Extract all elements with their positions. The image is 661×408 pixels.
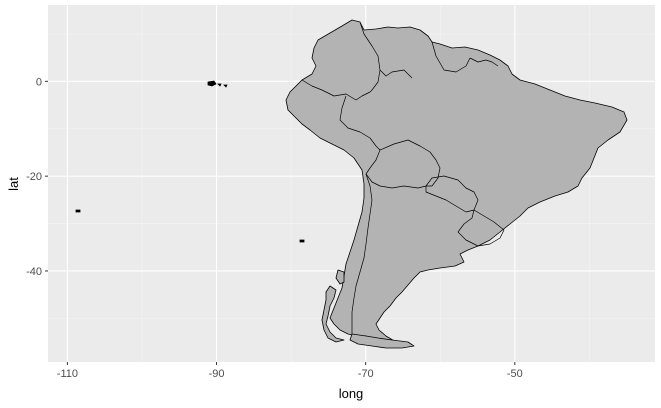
y-tick-label: 0 bbox=[36, 76, 42, 88]
tierra-del-fuego bbox=[349, 333, 415, 349]
border-chile-argentina bbox=[351, 173, 373, 334]
galapagos-islands bbox=[207, 80, 228, 88]
continent-south-america bbox=[285, 19, 628, 349]
border-brazil-bolivia bbox=[379, 139, 441, 187]
y-tick-label: -40 bbox=[26, 266, 42, 278]
border-colombia-ecuador-peru bbox=[301, 79, 371, 101]
offshore-islands bbox=[75, 80, 305, 243]
chiloe-island bbox=[335, 269, 345, 285]
x-tick-label: -110 bbox=[57, 368, 78, 380]
y-axis-ticks: 0 -20 -40 bbox=[26, 76, 48, 278]
easter-island bbox=[75, 209, 81, 213]
x-axis-title: long bbox=[339, 386, 364, 401]
y-tick-label: -20 bbox=[26, 171, 42, 183]
border-peru-bolivia-chile bbox=[365, 149, 381, 175]
x-tick-label: -90 bbox=[209, 368, 225, 380]
chile-fjord-islands bbox=[321, 285, 345, 343]
border-bolivia-argentina bbox=[365, 173, 432, 189]
border-colombia-brazil bbox=[369, 69, 381, 93]
x-tick-label: -50 bbox=[507, 368, 523, 380]
border-uruguay bbox=[457, 209, 505, 247]
border-peru-brazil bbox=[339, 95, 381, 151]
juan-fernandez-island bbox=[299, 239, 305, 243]
border-paraguay bbox=[425, 175, 479, 213]
south-america-landmass bbox=[285, 19, 628, 347]
x-tick-label: -70 bbox=[358, 368, 374, 380]
x-axis-ticks: -110 -90 -70 -50 bbox=[57, 362, 523, 380]
border-guianas bbox=[431, 41, 499, 73]
y-axis-title: lat bbox=[6, 177, 21, 191]
